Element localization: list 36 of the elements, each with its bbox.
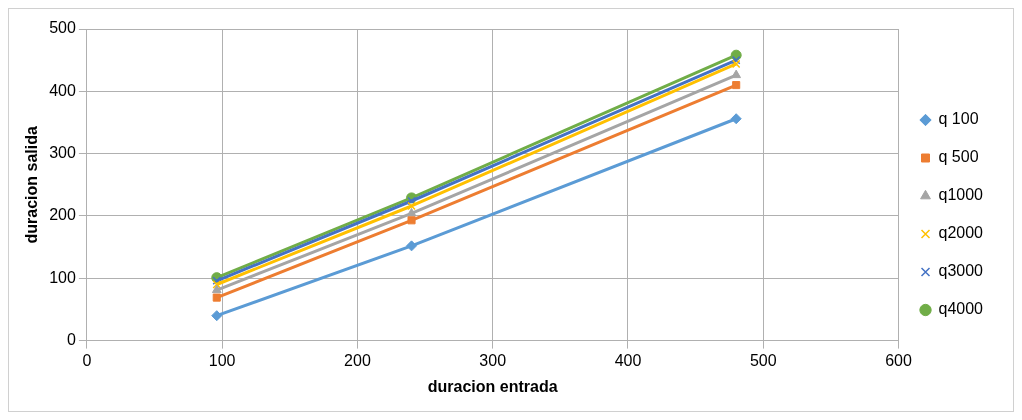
x-tick-label: 400	[614, 351, 642, 369]
point	[407, 196, 416, 206]
point	[211, 284, 222, 294]
y-tick-label: 400	[49, 81, 76, 99]
legend-label: q1000	[938, 186, 984, 204]
point	[730, 113, 742, 125]
x-tick-label: 0	[82, 351, 92, 369]
point	[731, 59, 741, 69]
y-tick-label: 0	[66, 331, 76, 349]
x-tick-label: 500	[749, 351, 777, 369]
point	[406, 240, 418, 252]
legend-label: q 100	[938, 110, 979, 128]
legend-label: q3000	[938, 262, 984, 280]
x-tick-label: 600	[885, 351, 912, 369]
x-tick-label: 200	[344, 351, 371, 369]
point	[212, 276, 222, 286]
x-tick-label: 300	[479, 351, 507, 369]
legend-label: q4000	[938, 300, 984, 318]
y-tick-label: 200	[49, 206, 76, 224]
y-axis-title: duracion salida	[23, 126, 41, 244]
x-axis-title: duracion entrada	[427, 377, 558, 395]
point	[406, 207, 417, 217]
x-tick-label: 100	[208, 351, 236, 369]
y-tick-label: 300	[49, 144, 76, 162]
y-tick-label: 100	[49, 268, 76, 286]
legend-label: q2000	[938, 224, 984, 242]
point	[732, 81, 741, 90]
point	[212, 293, 221, 302]
y-tick-label: 500	[49, 19, 76, 37]
point	[407, 216, 416, 225]
point	[407, 201, 416, 211]
point	[212, 280, 222, 289]
legend-label: q 500	[938, 148, 979, 166]
point	[731, 55, 741, 65]
point	[731, 69, 742, 79]
point	[211, 310, 223, 322]
